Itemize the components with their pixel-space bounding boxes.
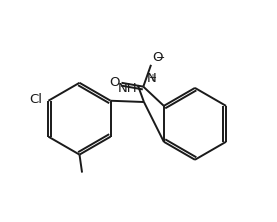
Text: NH: NH	[117, 82, 137, 95]
Text: N: N	[146, 71, 156, 85]
Text: Cl: Cl	[29, 93, 42, 106]
Text: O: O	[152, 51, 163, 63]
Text: O: O	[109, 76, 119, 89]
Text: +: +	[148, 73, 156, 83]
Text: −: −	[156, 53, 165, 63]
